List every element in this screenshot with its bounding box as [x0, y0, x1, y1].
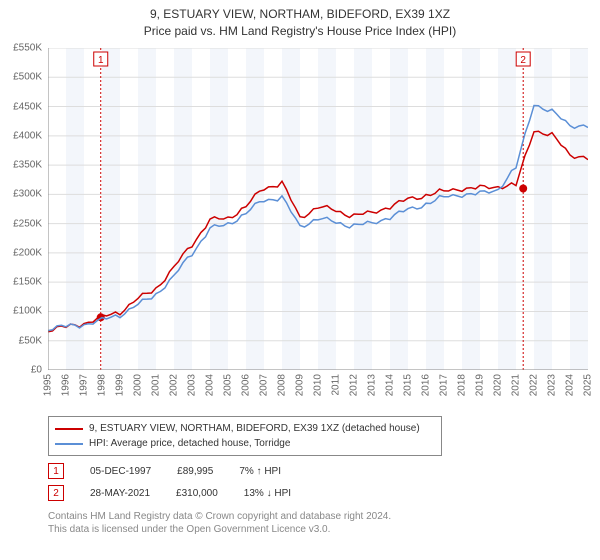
title-line-2: Price paid vs. HM Land Registry's House …	[0, 23, 600, 40]
x-tick-label: 2005	[223, 374, 234, 396]
marker-price: £310,000	[176, 488, 218, 499]
x-tick-label: 2022	[529, 374, 540, 396]
x-tick-label: 2009	[295, 374, 306, 396]
x-tick-label: 2014	[385, 374, 396, 396]
svg-text:2: 2	[520, 55, 526, 66]
chart-plot-area: 12	[48, 48, 588, 370]
x-tick-label: 2019	[475, 374, 486, 396]
license-line-1: Contains HM Land Registry data © Crown c…	[48, 510, 391, 523]
y-tick-label: £100K	[13, 306, 42, 317]
marker-price: £89,995	[177, 466, 213, 477]
title-block: 9, ESTUARY VIEW, NORTHAM, BIDEFORD, EX39…	[0, 0, 600, 40]
x-tick-label: 2015	[403, 374, 414, 396]
x-tick-label: 1995	[43, 374, 54, 396]
x-tick-label: 1999	[115, 374, 126, 396]
x-tick-label: 2004	[205, 374, 216, 396]
x-tick-label: 2008	[277, 374, 288, 396]
x-tick-label: 2020	[493, 374, 504, 396]
legend-swatch	[55, 443, 83, 445]
legend: 9, ESTUARY VIEW, NORTHAM, BIDEFORD, EX39…	[48, 416, 442, 456]
legend-label: HPI: Average price, detached house, Torr…	[89, 436, 290, 451]
x-tick-label: 2016	[421, 374, 432, 396]
legend-label: 9, ESTUARY VIEW, NORTHAM, BIDEFORD, EX39…	[89, 421, 420, 436]
marker-row: 2 28-MAY-2021 £310,000 13% ↓ HPI	[48, 482, 291, 504]
x-tick-label: 2010	[313, 374, 324, 396]
x-tick-label: 2002	[169, 374, 180, 396]
chart-container: 9, ESTUARY VIEW, NORTHAM, BIDEFORD, EX39…	[0, 0, 600, 560]
x-tick-label: 1996	[61, 374, 72, 396]
arrow-down-icon: ↓	[267, 488, 272, 499]
y-tick-label: £300K	[13, 189, 42, 200]
arrow-up-icon: ↑	[257, 466, 262, 477]
y-axis: £0£50K£100K£150K£200K£250K£300K£350K£400…	[0, 48, 46, 370]
y-tick-label: £200K	[13, 247, 42, 258]
x-tick-label: 1997	[79, 374, 90, 396]
y-tick-label: £450K	[13, 101, 42, 112]
title-line-1: 9, ESTUARY VIEW, NORTHAM, BIDEFORD, EX39…	[0, 6, 600, 23]
y-tick-label: £150K	[13, 277, 42, 288]
x-tick-label: 1998	[97, 374, 108, 396]
marker-pct: 13% ↓ HPI	[244, 488, 291, 499]
marker-row: 1 05-DEC-1997 £89,995 7% ↑ HPI	[48, 460, 291, 482]
marker-badge: 2	[48, 485, 64, 501]
x-tick-label: 2017	[439, 374, 450, 396]
marker-pct: 7% ↑ HPI	[239, 466, 281, 477]
marker-badge: 1	[48, 463, 64, 479]
license-text: Contains HM Land Registry data © Crown c…	[48, 510, 391, 536]
x-tick-label: 2021	[511, 374, 522, 396]
svg-text:1: 1	[98, 55, 104, 66]
x-tick-label: 2000	[133, 374, 144, 396]
x-tick-label: 2012	[349, 374, 360, 396]
marker-date: 05-DEC-1997	[90, 466, 151, 477]
marker-date: 28-MAY-2021	[90, 488, 150, 499]
x-tick-label: 2023	[547, 374, 558, 396]
x-axis: 1995199619971998199920002001200220032004…	[48, 372, 588, 412]
x-tick-label: 2007	[259, 374, 270, 396]
y-tick-label: £350K	[13, 160, 42, 171]
legend-row: HPI: Average price, detached house, Torr…	[55, 436, 435, 451]
y-tick-label: £550K	[13, 43, 42, 54]
x-tick-label: 2025	[583, 374, 594, 396]
y-tick-label: £500K	[13, 72, 42, 83]
x-tick-label: 2003	[187, 374, 198, 396]
marker-table: 1 05-DEC-1997 £89,995 7% ↑ HPI 2 28-MAY-…	[48, 460, 291, 504]
x-tick-label: 2018	[457, 374, 468, 396]
legend-row: 9, ESTUARY VIEW, NORTHAM, BIDEFORD, EX39…	[55, 421, 435, 436]
x-tick-label: 2024	[565, 374, 576, 396]
y-tick-label: £50K	[19, 335, 42, 346]
license-line-2: This data is licensed under the Open Gov…	[48, 523, 391, 536]
y-tick-label: £400K	[13, 130, 42, 141]
x-tick-label: 2011	[331, 374, 342, 396]
legend-swatch	[55, 428, 83, 430]
y-tick-label: £250K	[13, 218, 42, 229]
x-tick-label: 2001	[151, 374, 162, 396]
y-tick-label: £0	[31, 365, 42, 376]
chart-svg: 12	[48, 48, 588, 370]
x-tick-label: 2013	[367, 374, 378, 396]
x-tick-label: 2006	[241, 374, 252, 396]
